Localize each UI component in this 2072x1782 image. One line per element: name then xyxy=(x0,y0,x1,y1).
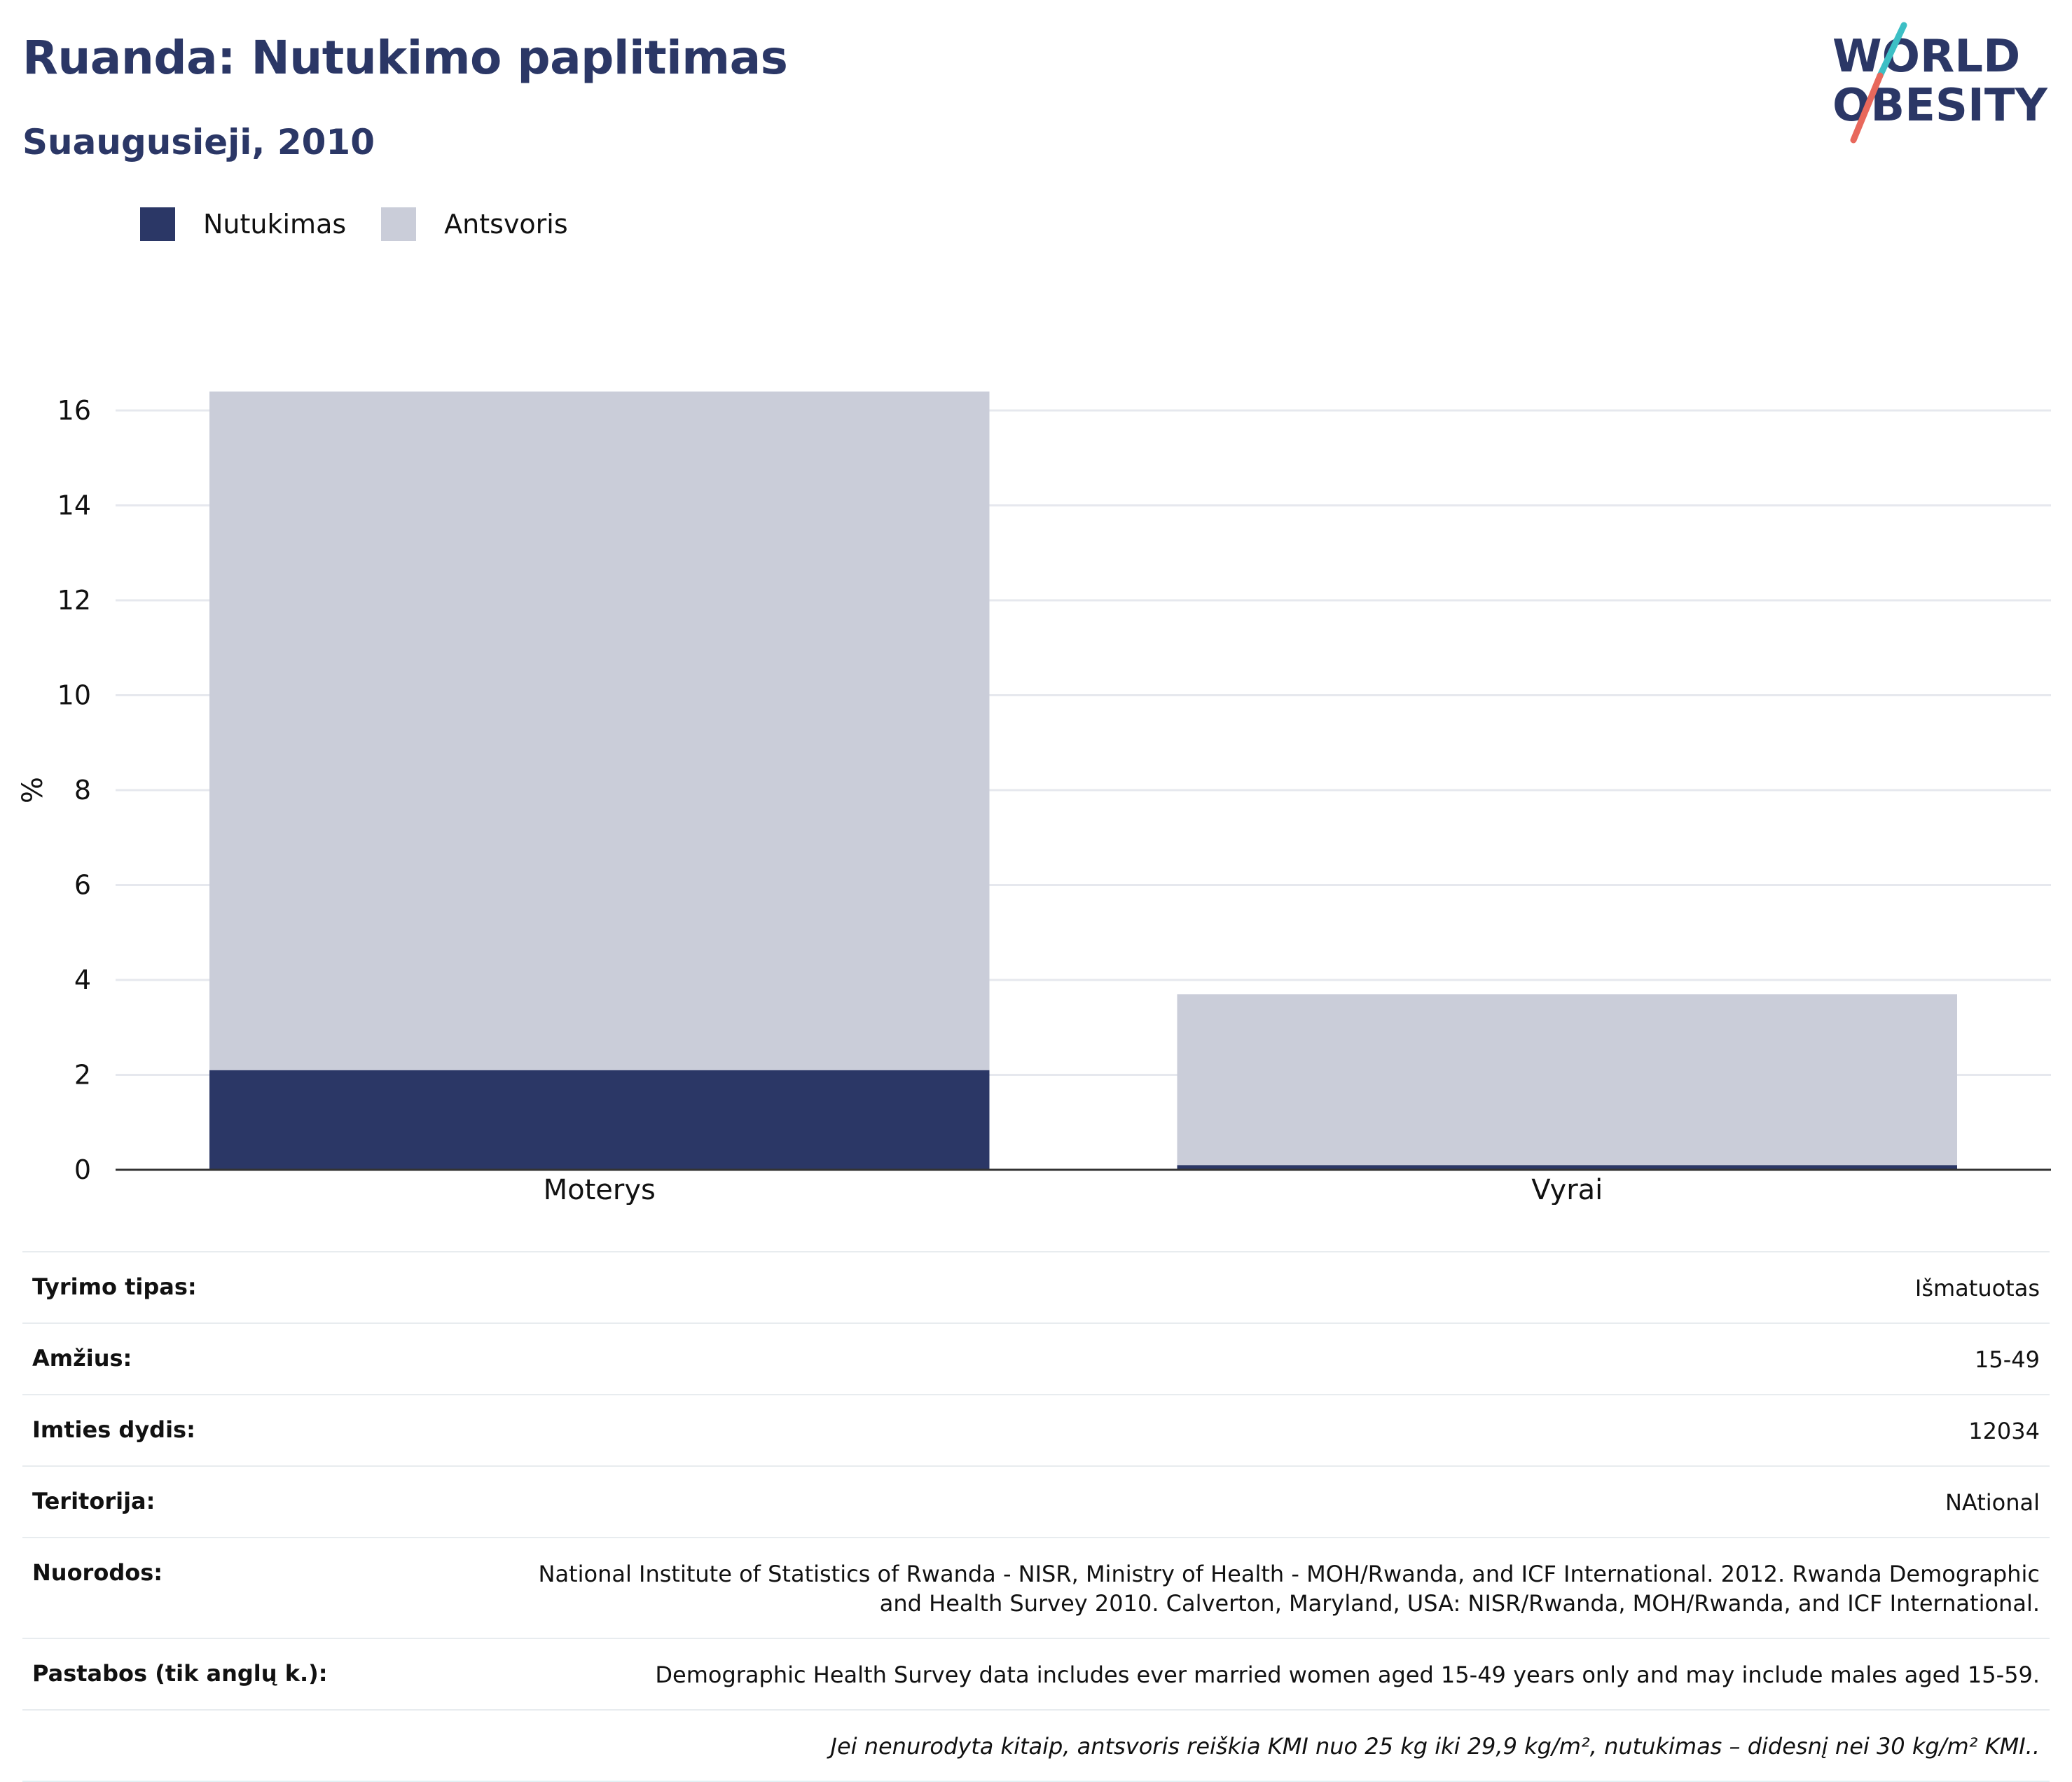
info-label-territory: Teritorija: xyxy=(32,1488,156,1514)
info-row-sample-size: Imties dydis: 12034 xyxy=(22,1394,2050,1465)
info-row-survey-type: Tyrimo tipas: Išmatuotas xyxy=(22,1251,2050,1322)
y-tick-label-2: 2 xyxy=(74,1060,91,1091)
info-label-age: Amžius: xyxy=(32,1345,132,1372)
y-tick-label-14: 14 xyxy=(57,490,91,521)
info-value-survey-type: Išmatuotas xyxy=(1914,1275,2040,1301)
info-value-territory: NAtional xyxy=(1945,1489,2040,1516)
bar-moterys-nutukimas xyxy=(209,1070,990,1170)
chart-legend: Nutukimas Antsvoris xyxy=(140,207,603,241)
logo-slash-coral xyxy=(1850,72,1884,144)
logo-slash-teal xyxy=(1877,22,1907,79)
info-label-sample-size: Imties dydis: xyxy=(32,1416,195,1443)
info-footnote: Jei nenurodyta kitaip, antsvoris reiškia… xyxy=(830,1733,2040,1760)
bar-vyrai-nutukimas xyxy=(1177,1165,1957,1170)
info-row-footnote: Jei nenurodyta kitaip, antsvoris reiškia… xyxy=(22,1709,2050,1782)
y-tick-label-8: 8 xyxy=(74,775,91,806)
info-row-references: Nuorodos: National Institute of Statisti… xyxy=(22,1537,2050,1638)
chart-subtitle: Suaugusieji, 2010 xyxy=(22,122,375,163)
info-row-age: Amžius: 15-49 xyxy=(22,1322,2050,1394)
y-axis-label: % xyxy=(17,777,49,803)
x-tick-label-moterys: Moterys xyxy=(544,1174,656,1205)
legend-swatch-antsvoris xyxy=(381,207,417,241)
info-value-age: 15-49 xyxy=(1975,1346,2040,1373)
legend-swatch-nutukimas xyxy=(140,207,175,241)
info-value-sample-size: 12034 xyxy=(1968,1418,2040,1444)
info-label-notes: Pastabos (tik anglų k.): xyxy=(32,1660,328,1687)
world-obesity-logo: WORLD OBESITY xyxy=(1832,22,2047,144)
info-label-references: Nuorodos: xyxy=(32,1559,163,1586)
y-tick-label-16: 16 xyxy=(57,395,91,426)
info-label-survey-type: Tyrimo tipas: xyxy=(32,1273,197,1300)
bar-vyrai-antsvoris xyxy=(1177,994,1957,1166)
x-tick-label-vyrai: Vyrai xyxy=(1531,1174,1603,1205)
bar-moterys-antsvoris xyxy=(209,391,990,1070)
legend-label-nutukimas: Nutukimas xyxy=(203,209,347,240)
info-row-territory: Teritorija: NAtional xyxy=(22,1465,2050,1537)
survey-info-table: Tyrimo tipas: Išmatuotas Amžius: 15-49 I… xyxy=(22,1251,2050,1782)
logo-text-world: WORLD xyxy=(1832,31,2020,83)
legend-item-antsvoris: Antsvoris xyxy=(381,207,568,241)
y-tick-label-10: 10 xyxy=(57,680,91,711)
y-tick-label-12: 12 xyxy=(57,585,91,616)
y-tick-label-6: 6 xyxy=(74,870,91,901)
info-value-notes: Demographic Health Survey data includes … xyxy=(655,1662,2040,1688)
info-row-notes: Pastabos (tik anglų k.): Demographic Hea… xyxy=(22,1638,2050,1709)
legend-item-nutukimas: Nutukimas xyxy=(140,207,346,241)
chart-title: Ruanda: Nutukimo paplitimas xyxy=(22,31,788,85)
info-value-references: National Institute of Statistics of Rwan… xyxy=(538,1561,2040,1617)
legend-label-antsvoris: Antsvoris xyxy=(444,209,568,240)
y-tick-label-0: 0 xyxy=(74,1154,91,1185)
stacked-bar-chart: 0 2 4 6 8 10 12 14 16% Moterys Vyrai xyxy=(17,391,2051,1205)
y-tick-label-4: 4 xyxy=(74,965,91,995)
